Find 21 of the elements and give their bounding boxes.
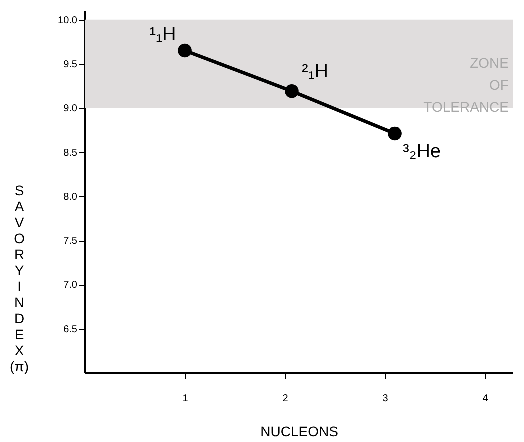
y-tick-label: 7.5	[64, 236, 78, 248]
x-tick-label: 4	[482, 394, 489, 404]
y-tick-label: 8.0	[64, 192, 78, 203]
band-label: ZONE OF TOLERANCE	[424, 54, 509, 115]
text: SAVORY INDEX (π)	[10, 182, 29, 374]
y-tick-label: 8.5	[64, 148, 78, 159]
y-tick-label: 9.0	[64, 104, 78, 115]
y-tick-label: 6.5	[64, 324, 78, 336]
y-tick-label: 7.0	[64, 280, 78, 292]
x-axis-title: NUCLEONS	[260, 424, 338, 440]
point	[178, 44, 192, 58]
y-tick-label: 9.5	[64, 59, 78, 70]
annotation: ³₂He	[403, 142, 441, 163]
point	[285, 84, 299, 98]
x-tick-label: 2	[282, 394, 289, 404]
annotation: ²₁H	[302, 61, 328, 82]
point	[388, 126, 402, 141]
y-tick-label: 10.0	[58, 15, 78, 26]
x-tick-label: 1	[182, 394, 189, 404]
x-tick-label: 3	[382, 394, 389, 404]
annotation: ¹₁H	[150, 24, 176, 46]
